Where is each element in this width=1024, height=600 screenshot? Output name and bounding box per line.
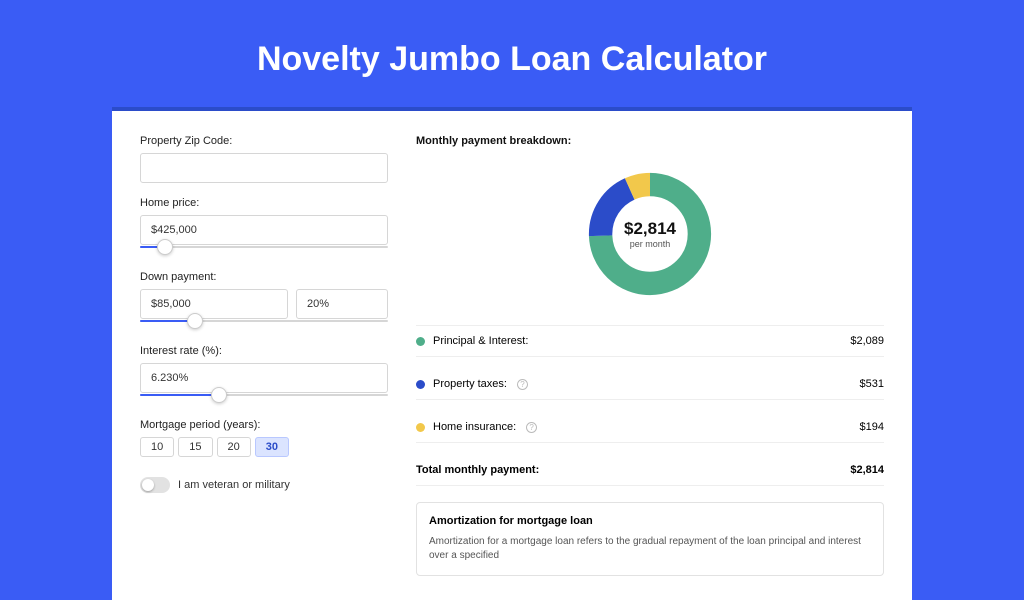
- veteran-label: I am veteran or military: [178, 479, 290, 491]
- amortization-card: Amortization for mortgage loan Amortizat…: [416, 502, 884, 576]
- legend-value: $531: [860, 378, 884, 390]
- home-price-slider[interactable]: [140, 243, 388, 257]
- period-button-20[interactable]: 20: [217, 437, 251, 457]
- info-icon[interactable]: ?: [526, 422, 537, 433]
- card-frame: Property Zip Code: Home price: Down paym…: [112, 107, 912, 600]
- legend-label: Principal & Interest:: [433, 335, 528, 347]
- legend-dot: [416, 337, 425, 346]
- veteran-row: I am veteran or military: [140, 477, 388, 493]
- donut-amount: $2,814: [624, 219, 676, 239]
- legend-value: $194: [860, 421, 884, 433]
- down-payment-pct-input[interactable]: [296, 289, 388, 319]
- zip-label: Property Zip Code:: [140, 135, 388, 147]
- interest-input[interactable]: [140, 363, 388, 393]
- veteran-toggle[interactable]: [140, 477, 170, 493]
- home-price-label: Home price:: [140, 197, 388, 209]
- legend-dot: [416, 380, 425, 389]
- down-payment-input[interactable]: [140, 289, 288, 319]
- period-button-15[interactable]: 15: [178, 437, 212, 457]
- interest-label: Interest rate (%):: [140, 345, 388, 357]
- inputs-panel: Property Zip Code: Home price: Down paym…: [140, 135, 388, 576]
- legend-list: Principal & Interest: $2,089 Property taxe…: [416, 325, 884, 486]
- total-label: Total monthly payment:: [416, 464, 539, 476]
- legend-total-row: Total monthly payment: $2,814: [416, 455, 884, 486]
- home-price-input[interactable]: [140, 215, 388, 245]
- interest-slider[interactable]: [140, 391, 388, 405]
- period-button-10[interactable]: 10: [140, 437, 174, 457]
- zip-input[interactable]: [140, 153, 388, 183]
- field-zip: Property Zip Code:: [140, 135, 388, 183]
- toggle-knob: [142, 479, 154, 491]
- calculator-card: Property Zip Code: Home price: Down paym…: [112, 111, 912, 600]
- amortization-title: Amortization for mortgage loan: [429, 515, 871, 527]
- breakdown-panel: Monthly payment breakdown: $2,814 per mo…: [416, 135, 884, 576]
- breakdown-title: Monthly payment breakdown:: [416, 135, 884, 147]
- donut-label: per month: [630, 239, 671, 249]
- down-payment-label: Down payment:: [140, 271, 388, 283]
- legend-row: Principal & Interest: $2,089: [416, 326, 884, 357]
- amortization-text: Amortization for a mortgage loan refers …: [429, 535, 871, 563]
- legend-dot: [416, 423, 425, 432]
- info-icon[interactable]: ?: [517, 379, 528, 390]
- legend-row: Home insurance:? $194: [416, 412, 884, 443]
- legend-label: Home insurance:: [433, 421, 516, 433]
- field-down-payment: Down payment:: [140, 271, 388, 331]
- field-period: Mortgage period (years): 10152030: [140, 419, 388, 457]
- legend-value: $2,089: [850, 335, 884, 347]
- field-interest: Interest rate (%):: [140, 345, 388, 405]
- field-home-price: Home price:: [140, 197, 388, 257]
- period-button-30[interactable]: 30: [255, 437, 289, 457]
- total-value: $2,814: [850, 464, 884, 476]
- legend-label: Property taxes:: [433, 378, 507, 390]
- period-label: Mortgage period (years):: [140, 419, 388, 431]
- period-buttons: 10152030: [140, 437, 388, 457]
- legend-row: Property taxes:? $531: [416, 369, 884, 400]
- donut-center: $2,814 per month: [585, 169, 715, 299]
- donut-chart: $2,814 per month: [416, 161, 884, 311]
- page-title: Novelty Jumbo Loan Calculator: [0, 0, 1024, 107]
- down-payment-slider[interactable]: [140, 317, 388, 331]
